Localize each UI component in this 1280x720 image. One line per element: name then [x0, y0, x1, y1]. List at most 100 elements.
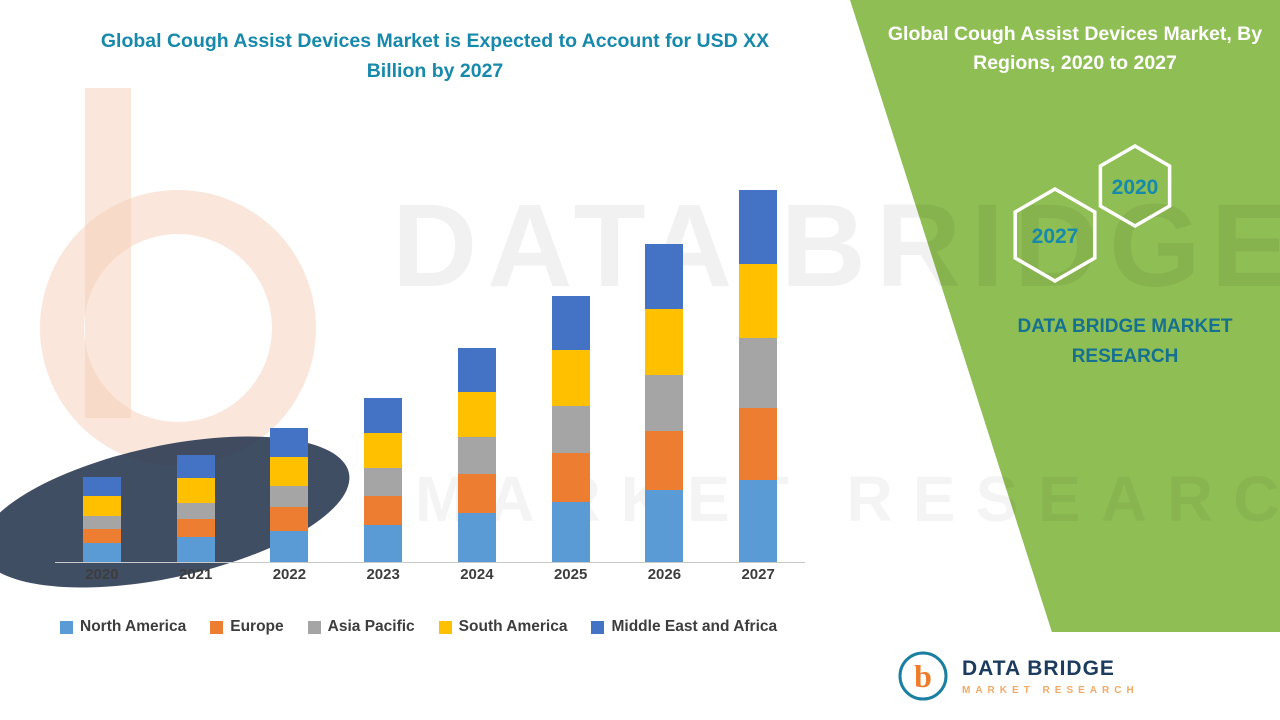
bar-stack — [457, 347, 496, 562]
bar-group-2024 — [442, 347, 512, 562]
bar-segment-south-america-2020 — [82, 495, 121, 517]
panel-title: Global Cough Assist Devices Market, By R… — [887, 23, 1263, 75]
hexagon-2027-label: 2027 — [1032, 225, 1079, 248]
brand-text: DATA BRIDGE MARKET RESEARCH — [1017, 316, 1233, 368]
bar-segment-south-america-2027 — [739, 263, 778, 338]
bar-stack — [551, 295, 590, 562]
data-bridge-logo-icon: b — [898, 651, 948, 701]
bar-stack — [739, 189, 778, 562]
legend-swatch-middle-east-and-africa — [591, 620, 605, 634]
logo-letter: b — [914, 658, 932, 694]
bar-stack — [176, 454, 215, 562]
bar-group-2020 — [67, 477, 137, 562]
x-axis-label-2023: 2023 — [366, 566, 400, 583]
bar-segment-south-america-2023 — [364, 433, 403, 469]
bar-segment-asia-pacific-2027 — [739, 337, 778, 408]
hexagon-2027 — [1013, 186, 1097, 284]
logo-ring — [898, 651, 948, 701]
bar-segment-north-america-2023 — [364, 524, 403, 562]
legend-item-europe: Europe — [210, 618, 284, 636]
background-logo-watermark — [0, 88, 350, 588]
bar-segment-europe-2021 — [176, 519, 215, 537]
bar-group-2023 — [348, 398, 418, 562]
bar-stack — [364, 398, 403, 562]
footer-brand-text: DATA BRIDGE MARKET RESEARCH — [962, 657, 1139, 696]
bar-segment-asia-pacific-2022 — [270, 485, 309, 508]
bar-segment-north-america-2027 — [739, 480, 778, 562]
x-axis-label-2026: 2026 — [647, 566, 682, 583]
bar-segment-asia-pacific-2025 — [551, 406, 590, 453]
bar-segment-south-america-2026 — [645, 308, 684, 375]
bar-segment-south-america-2022 — [270, 456, 309, 486]
x-axis-label-2025: 2025 — [553, 566, 588, 583]
bar-stack — [82, 477, 121, 562]
bar-segment-north-america-2024 — [457, 513, 496, 562]
x-axis-label-2024: 2024 — [460, 566, 494, 583]
bar-segment-middle-east-and-africa-2024 — [457, 347, 496, 393]
bar-segment-north-america-2021 — [176, 536, 215, 562]
bar-segment-europe-2020 — [82, 528, 121, 543]
legend-label-middle-east-and-africa: Middle East and Africa — [611, 618, 778, 635]
legend-label-north-america: North America — [80, 618, 187, 635]
x-axis-label-2022: 2022 — [272, 566, 307, 583]
page-title: Global Cough Assist Devices Market is Ex… — [100, 30, 770, 83]
bar-segment-north-america-2025 — [551, 501, 590, 562]
bar-segment-south-america-2024 — [457, 392, 496, 438]
legend-swatch-asia-pacific — [307, 620, 321, 634]
bar-segment-north-america-2026 — [645, 489, 684, 562]
legend-swatch-north-america — [60, 620, 73, 634]
bar-group-2021 — [161, 454, 231, 562]
bar-segment-south-america-2021 — [176, 478, 215, 503]
bar-segment-middle-east-and-africa-2022 — [270, 428, 309, 457]
footer-logo-card: b DATA BRIDGE MARKET RESEARCH — [878, 632, 1280, 720]
legend-item-middle-east-and-africa: Middle East and Africa — [591, 618, 777, 636]
legend-item-south-america: South America — [438, 618, 568, 636]
bar-segment-middle-east-and-africa-2025 — [551, 295, 590, 351]
watermark-data-bridge: DATA BRIDGE — [392, 180, 1280, 312]
footer-brand-subtitle: MARKET RESEARCH — [962, 684, 1139, 696]
bar-segment-middle-east-and-africa-2027 — [739, 189, 778, 264]
legend-label-europe: Europe — [230, 618, 284, 635]
bar-segment-asia-pacific-2023 — [364, 468, 403, 496]
x-axis-label-2021: 2021 — [178, 566, 213, 583]
bar-group-2027 — [723, 189, 793, 562]
hexagon-year-badges: 2027 2020 — [1013, 143, 1172, 284]
bar-group-2025 — [536, 295, 606, 562]
bar-group-2022 — [254, 428, 324, 562]
bar-segment-asia-pacific-2021 — [176, 502, 215, 520]
x-axis-label-2027: 2027 — [741, 566, 775, 583]
bar-segment-north-america-2022 — [270, 530, 309, 562]
legend-item-asia-pacific: Asia Pacific — [307, 618, 415, 636]
bar-segment-middle-east-and-africa-2023 — [364, 398, 403, 434]
hexagon-2020-label: 2020 — [1112, 176, 1159, 199]
footer-brand-title: DATA BRIDGE — [962, 656, 1115, 680]
chart-plot — [55, 172, 805, 563]
legend-item-north-america: North America — [60, 618, 186, 636]
bar-group-2026 — [629, 244, 699, 562]
legend-swatch-south-america — [438, 620, 452, 634]
bar-segment-north-america-2020 — [82, 542, 121, 562]
legend-swatch-europe — [210, 620, 224, 634]
bar-segment-asia-pacific-2024 — [457, 437, 496, 475]
bar-segment-south-america-2025 — [551, 350, 590, 407]
bar-segment-europe-2026 — [645, 431, 684, 490]
hexagon-2020 — [1098, 143, 1172, 229]
legend-label-south-america: South America — [458, 618, 568, 635]
bar-segment-europe-2023 — [364, 495, 403, 525]
bar-segment-europe-2022 — [270, 507, 309, 531]
stacked-bar-chart: 2020 2021 2022 2023 2024 2025 2026 2027 — [55, 172, 805, 594]
bar-segment-middle-east-and-africa-2026 — [645, 244, 684, 309]
bar-segment-europe-2025 — [551, 452, 590, 502]
bar-segment-middle-east-and-africa-2020 — [82, 477, 121, 496]
logo-swoosh-shape — [0, 436, 350, 588]
bar-segment-europe-2024 — [457, 474, 496, 514]
bar-segment-asia-pacific-2026 — [645, 374, 684, 432]
bar-segment-asia-pacific-2020 — [82, 516, 121, 529]
chart-legend: North America Europe Asia Pacific South Ame… — [60, 618, 777, 636]
bar-segment-europe-2027 — [739, 407, 778, 481]
bar-stack — [270, 428, 309, 562]
bar-segment-middle-east-and-africa-2021 — [176, 454, 215, 479]
legend-label-asia-pacific: Asia Pacific — [327, 618, 415, 635]
x-axis-label-2020: 2020 — [85, 566, 119, 583]
